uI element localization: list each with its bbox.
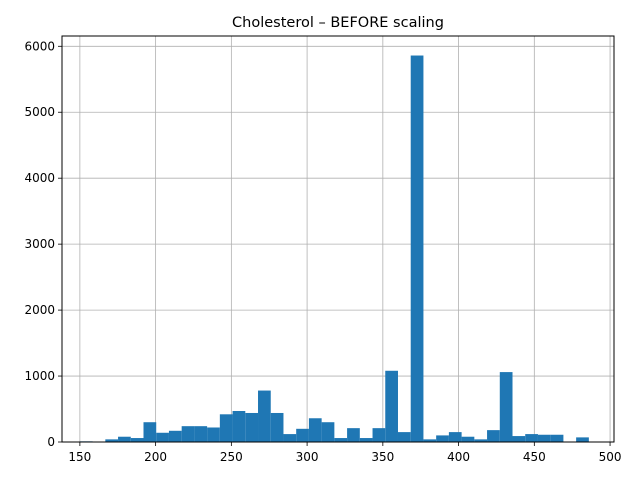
x-tick-label: 350 bbox=[371, 450, 394, 464]
x-tick-label: 250 bbox=[220, 450, 243, 464]
histogram-bar bbox=[131, 438, 144, 442]
histogram-bar bbox=[283, 434, 296, 442]
histogram-bar bbox=[220, 414, 233, 442]
histogram-bar bbox=[449, 432, 462, 442]
histogram-bar bbox=[385, 371, 398, 442]
histogram-bar bbox=[347, 428, 360, 442]
plot-area bbox=[62, 36, 614, 442]
y-tick-label: 3000 bbox=[24, 237, 55, 251]
histogram-bar bbox=[538, 435, 551, 442]
histogram-bar bbox=[156, 433, 169, 442]
histogram-bar bbox=[551, 435, 564, 442]
histogram-bar bbox=[245, 413, 258, 442]
y-tick-label: 5000 bbox=[24, 105, 55, 119]
chart-title: Cholesterol – BEFORE scaling bbox=[232, 15, 444, 31]
histogram-bar bbox=[182, 426, 195, 442]
histogram-bar bbox=[373, 428, 386, 442]
histogram-bar bbox=[309, 418, 322, 442]
histogram-bar bbox=[322, 422, 335, 442]
histogram-bar bbox=[118, 437, 131, 442]
histogram-bar bbox=[500, 372, 513, 442]
x-tick-label: 500 bbox=[599, 450, 622, 464]
histogram-bar bbox=[360, 438, 373, 442]
x-tick-label: 450 bbox=[523, 450, 546, 464]
x-tick-label: 400 bbox=[447, 450, 470, 464]
x-tick-label: 300 bbox=[296, 450, 319, 464]
y-tick-label: 1000 bbox=[24, 369, 55, 383]
x-tick-label: 150 bbox=[68, 450, 91, 464]
y-tick-label: 4000 bbox=[24, 171, 55, 185]
histogram-bar bbox=[143, 422, 156, 442]
histogram-bar bbox=[207, 427, 220, 442]
histogram-bar bbox=[271, 413, 284, 442]
histogram-bar bbox=[334, 438, 347, 442]
histogram-bar bbox=[296, 429, 309, 442]
histogram-bar bbox=[513, 436, 526, 442]
y-tick-label: 2000 bbox=[24, 303, 55, 317]
histogram-bar bbox=[194, 426, 207, 442]
y-tick-label: 6000 bbox=[24, 39, 55, 53]
histogram-bar bbox=[462, 437, 475, 442]
histogram-bar bbox=[411, 56, 424, 442]
histogram-bar bbox=[576, 437, 589, 442]
histogram-bar bbox=[169, 431, 182, 442]
histogram-bar bbox=[258, 391, 271, 442]
histogram-bar bbox=[487, 430, 500, 442]
histogram-bar bbox=[233, 411, 246, 442]
x-tick-label: 200 bbox=[144, 450, 167, 464]
histogram-bar bbox=[436, 435, 449, 442]
y-tick-label: 0 bbox=[47, 435, 55, 449]
histogram-bar bbox=[525, 434, 538, 442]
histogram-bar bbox=[398, 432, 411, 442]
